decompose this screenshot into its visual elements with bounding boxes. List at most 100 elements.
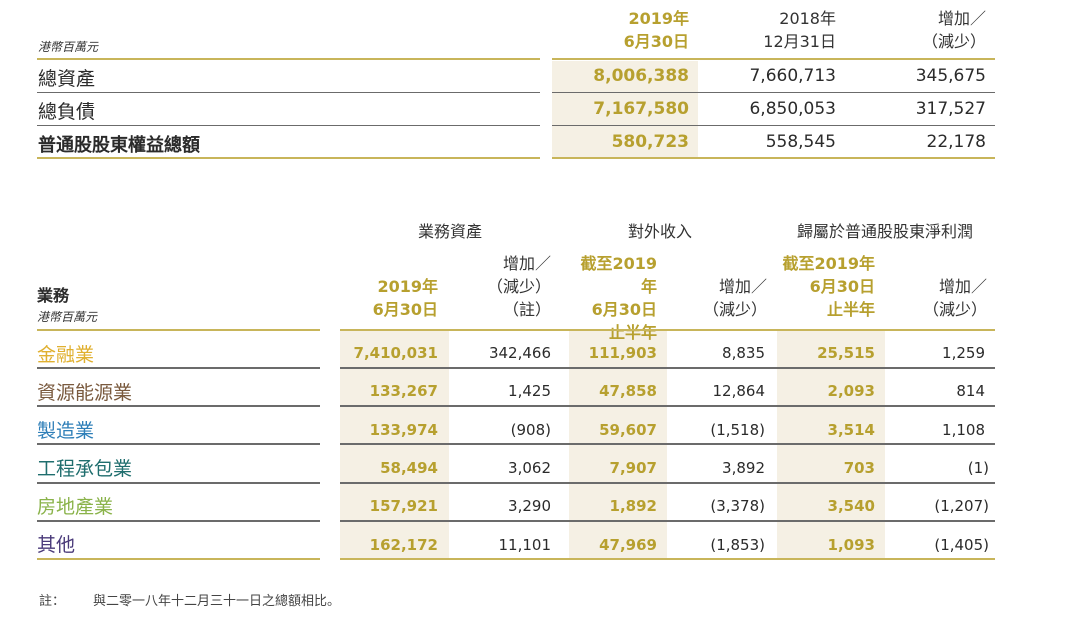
header-line: 6月30日 <box>809 277 875 296</box>
header-line: 6月30日 <box>591 300 657 319</box>
divider <box>37 157 540 159</box>
divider <box>340 520 995 522</box>
segment-cell: 2,093 <box>827 382 875 400</box>
header-line <box>667 252 767 275</box>
segment-cell: (1,207) <box>934 497 989 515</box>
header-line: 2018年 <box>779 9 836 28</box>
divider <box>37 92 540 93</box>
header-line: 2019年 <box>377 277 438 296</box>
header-line: 12月31日 <box>763 32 836 51</box>
header-line: （減少） <box>702 300 767 319</box>
segment-col-2-header: 增加／ （減少） （註） <box>449 252 551 321</box>
divider <box>37 443 320 445</box>
segment-cell: 133,267 <box>369 382 438 400</box>
segment-label-finance: 金融業 <box>37 344 95 366</box>
segment-label-engineering: 工程承包業 <box>37 458 133 480</box>
divider <box>37 520 320 522</box>
segment-highlight-column <box>777 331 885 559</box>
segment-cell: (1,853) <box>710 536 765 554</box>
segment-col-6-header: 增加／ （減少） <box>885 252 987 321</box>
segment-cell: 12,864 <box>712 382 766 400</box>
segment-cell: 1,108 <box>942 421 985 439</box>
summary-row-label: 總負債 <box>38 101 96 123</box>
header-line: （註） <box>502 300 551 319</box>
header-line: 增加／ <box>937 9 986 28</box>
header-line: 6月30日 <box>372 300 438 319</box>
divider <box>552 125 995 126</box>
divider <box>552 157 995 159</box>
segment-cell: (1,405) <box>934 536 989 554</box>
summary-col-1-header: 2019年 6月30日 <box>552 7 689 53</box>
segment-cell: 3,290 <box>508 497 551 515</box>
summary-col-3-header: 增加／ （減少） <box>836 7 986 53</box>
segment-cell: 8,835 <box>722 344 765 362</box>
divider <box>340 329 995 331</box>
segment-cell: (908) <box>510 421 551 439</box>
header-line: 截至2019年 <box>580 254 657 296</box>
segment-cell: 3,892 <box>722 459 765 477</box>
header-line: （減少） <box>921 32 986 51</box>
segment-highlight-column <box>340 331 449 559</box>
segment-cell: 3,062 <box>508 459 551 477</box>
segment-cell: 814 <box>956 382 985 400</box>
header-line: 止半年 <box>608 323 657 342</box>
group-title-external-revenue: 對外收入 <box>627 222 692 241</box>
segment-cell: 7,907 <box>609 459 657 477</box>
summary-cell: 317,527 <box>915 99 986 119</box>
divider <box>37 367 320 369</box>
header-line: 截至2019年 <box>782 254 875 273</box>
divider <box>552 58 995 60</box>
segment-col-5-header: 截至2019年 6月30日 止半年 <box>777 252 875 321</box>
divider <box>37 125 540 126</box>
footnote-marker: 註： <box>39 594 66 609</box>
segment-row-header: 業務 <box>37 286 70 305</box>
summary-cell: 345,675 <box>915 66 986 86</box>
footnote-text: 與二零一八年十二月三十一日之總額相比。 <box>93 594 341 609</box>
segment-cell: 342,466 <box>488 344 551 362</box>
summary-cell: 8,006,388 <box>593 66 689 86</box>
divider <box>340 558 995 560</box>
segment-cell: (3,378) <box>710 497 765 515</box>
segment-cell: 47,969 <box>599 536 657 554</box>
divider <box>340 443 995 445</box>
group-title-net-profit: 歸屬於普通股股東淨利潤 <box>796 222 973 241</box>
segment-label-others: 其他 <box>37 534 76 556</box>
segment-cell: 3,514 <box>827 421 875 439</box>
header-line <box>885 252 987 275</box>
segment-highlight-column <box>569 331 667 559</box>
segment-cell: 133,974 <box>369 421 438 439</box>
divider <box>37 405 320 407</box>
header-line: （減少） <box>922 300 987 319</box>
segment-col-4-header: 增加／ （減少） <box>667 252 767 321</box>
divider <box>37 58 540 60</box>
divider <box>340 367 995 369</box>
header-line: 增加／ <box>938 277 987 296</box>
segment-cell: 1,093 <box>827 536 875 554</box>
segment-cell: 1,259 <box>942 344 985 362</box>
segment-cell: 1,425 <box>508 382 551 400</box>
segment-cell: (1) <box>967 459 989 477</box>
header-line: 6月30日 <box>623 32 689 51</box>
summary-cell: 7,167,580 <box>593 99 689 119</box>
segment-unit-label: 港幣百萬元 <box>37 310 98 324</box>
header-line: 止半年 <box>826 300 875 319</box>
segment-cell: 59,607 <box>599 421 657 439</box>
segment-cell: 162,172 <box>369 536 438 554</box>
summary-row-label: 總資產 <box>38 68 96 90</box>
segment-cell: 703 <box>843 459 875 477</box>
segment-col-1-header: 2019年 6月30日 <box>340 252 438 321</box>
summary-highlight-column <box>552 61 698 158</box>
segment-cell: 11,101 <box>498 536 552 554</box>
segment-cell: 3,540 <box>827 497 875 515</box>
header-line: 增加／ <box>502 254 551 273</box>
header-line: 增加／ <box>718 277 767 296</box>
divider <box>340 405 995 407</box>
summary-cell: 22,178 <box>926 132 986 152</box>
segment-label-real-estate: 房地產業 <box>37 496 114 518</box>
summary-cell: 558,545 <box>765 132 836 152</box>
summary-col-2-header: 2018年 12月31日 <box>698 7 836 53</box>
segment-cell: 157,921 <box>369 497 438 515</box>
summary-cell: 6,850,053 <box>749 99 836 119</box>
divider <box>37 558 320 560</box>
header-line: 2019年 <box>628 9 689 28</box>
